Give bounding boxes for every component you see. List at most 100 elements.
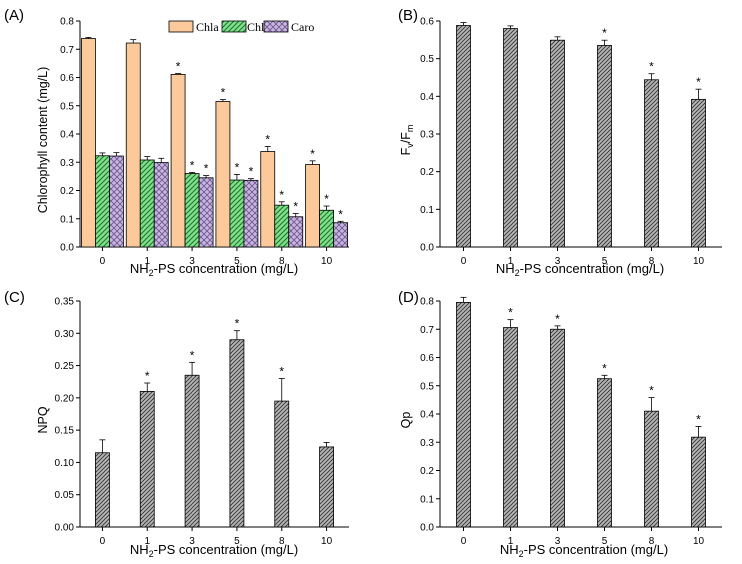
bar-qp-3 xyxy=(550,328,565,528)
bar-qp-1 xyxy=(503,327,518,528)
y-tick-label: 0.2 xyxy=(420,167,434,178)
bar-chlc-8 xyxy=(274,204,290,248)
y-tick-label: 0.8 xyxy=(420,297,434,308)
x-tick-label: 3 xyxy=(555,536,561,547)
x-tick-label: 3 xyxy=(189,256,195,267)
bar-fv-fm-1 xyxy=(503,28,518,248)
y-tick-label: 0.30 xyxy=(55,329,75,340)
bar-qp-5 xyxy=(597,378,612,528)
panel-c-label: (C) xyxy=(4,289,25,306)
significance-marker: * xyxy=(176,60,181,74)
bar-chla-10 xyxy=(305,164,320,248)
bar-chlc-10 xyxy=(319,209,334,248)
significance-marker: * xyxy=(204,162,209,176)
y-tick-label: 0.15 xyxy=(55,426,75,437)
bar-qp-10 xyxy=(691,436,706,528)
bar-chlc-0 xyxy=(95,155,110,248)
significance-marker: * xyxy=(293,199,298,213)
significance-marker: * xyxy=(649,384,654,398)
y-tick-label: 0.35 xyxy=(55,297,75,308)
significance-marker: * xyxy=(602,26,607,40)
bar-npq-5 xyxy=(229,339,245,528)
x-tick-label: 0 xyxy=(100,256,106,267)
bar-caro-5 xyxy=(243,179,259,248)
bar-caro-3 xyxy=(198,177,214,248)
legend-label-caro: Caro xyxy=(291,20,314,34)
bar-qp-0 xyxy=(456,302,471,528)
panel-d: (D) Qp NH2-PS concentration (mg/L) 0.0 0.… xyxy=(398,289,722,559)
bar-chla-1 xyxy=(125,42,141,248)
legend-swatch-chlc xyxy=(221,20,247,33)
significance-marker: * xyxy=(190,158,195,172)
bar-chlc-5 xyxy=(229,179,245,248)
y-tick-label: 0.5 xyxy=(420,381,434,392)
bar-chla-3 xyxy=(170,73,186,248)
x-tick-label: 5 xyxy=(602,256,608,267)
x-tick-label: 5 xyxy=(602,536,608,547)
x-tick-label: 0 xyxy=(461,536,467,547)
x-tick-label: 10 xyxy=(321,256,333,267)
panel-b: (B) Fv/Fm NH2-PS concentration (mg/L) 0.… xyxy=(398,7,722,278)
x-tick-label: 10 xyxy=(321,536,333,547)
panel-b-x-axis-label: NH2-PS concentration (mg/L) xyxy=(496,261,664,278)
x-tick-label: 1 xyxy=(508,256,514,267)
y-tick-label: 0.8 xyxy=(60,17,74,28)
significance-marker: * xyxy=(235,160,240,174)
y-tick-label: 0.7 xyxy=(60,45,74,56)
y-tick-label: 0.2 xyxy=(60,186,74,197)
bar-chla-8 xyxy=(260,151,276,248)
y-tick-label: 0.10 xyxy=(55,458,75,469)
x-tick-label: 1 xyxy=(144,536,150,547)
x-tick-label: 3 xyxy=(555,256,561,267)
x-tick-label: 1 xyxy=(508,536,514,547)
significance-marker: * xyxy=(508,306,513,320)
bar-npq-0 xyxy=(95,452,110,528)
bar-chla-0 xyxy=(81,38,96,248)
bar-npq-10 xyxy=(319,446,334,528)
x-tick-label: 8 xyxy=(279,536,285,547)
bar-chlc-3 xyxy=(184,173,200,248)
y-tick-label: 0.7 xyxy=(420,325,434,336)
x-tick-label: 5 xyxy=(234,536,240,547)
y-tick-label: 0.6 xyxy=(420,353,434,364)
y-tick-label: 0.00 xyxy=(55,523,75,534)
x-tick-label: 10 xyxy=(693,256,705,267)
bar-fv-fm-5 xyxy=(597,45,612,248)
y-tick-label: 0.05 xyxy=(55,490,75,501)
bar-npq-1 xyxy=(139,390,155,528)
significance-marker: * xyxy=(649,60,654,74)
y-tick-label: 0.4 xyxy=(420,92,434,103)
y-tick-label: 0.6 xyxy=(60,73,74,84)
significance-marker: * xyxy=(696,412,701,426)
legend-label-chla: Chla xyxy=(196,20,219,34)
significance-marker: * xyxy=(555,312,560,326)
y-tick-label: 0.1 xyxy=(60,214,74,225)
y-tick-label: 0.5 xyxy=(60,101,74,112)
x-tick-label: 10 xyxy=(693,536,705,547)
significance-marker: * xyxy=(145,369,150,383)
significance-marker: * xyxy=(221,86,226,100)
panel-c: (C) NPQ NH2-PS concentration (mg/L) 0.00… xyxy=(4,289,349,559)
significance-marker: * xyxy=(324,192,329,206)
panel-a-x-axis-label: NH2-PS concentration (mg/L) xyxy=(130,261,298,278)
bar-caro-8 xyxy=(288,216,304,248)
y-tick-label: 0.1 xyxy=(420,494,434,505)
panel-c-x-axis-label: NH2-PS concentration (mg/L) xyxy=(130,542,298,559)
bar-fv-fm-8 xyxy=(644,79,659,248)
significance-marker: * xyxy=(265,132,270,146)
y-tick-label: 0.6 xyxy=(420,17,434,28)
x-tick-label: 0 xyxy=(100,536,106,547)
bar-qp-8 xyxy=(644,410,659,528)
panel-d-x-axis-label: NH2-PS concentration (mg/L) xyxy=(500,542,668,559)
y-tick-label: 0.25 xyxy=(55,361,75,372)
y-tick-label: 0.0 xyxy=(420,523,434,534)
panel-d-y-axis-label: Qp xyxy=(399,412,413,429)
y-tick-label: 0.1 xyxy=(420,205,434,216)
y-tick-label: 0.3 xyxy=(60,158,74,169)
significance-marker: * xyxy=(696,75,701,89)
x-tick-label: 8 xyxy=(649,256,655,267)
y-tick-label: 0.3 xyxy=(420,438,434,449)
bar-caro-10 xyxy=(333,222,348,248)
panel-a: (A) Chlorophyll content (mg/L) NH2-PS co… xyxy=(4,7,349,278)
y-tick-label: 0.2 xyxy=(420,466,434,477)
